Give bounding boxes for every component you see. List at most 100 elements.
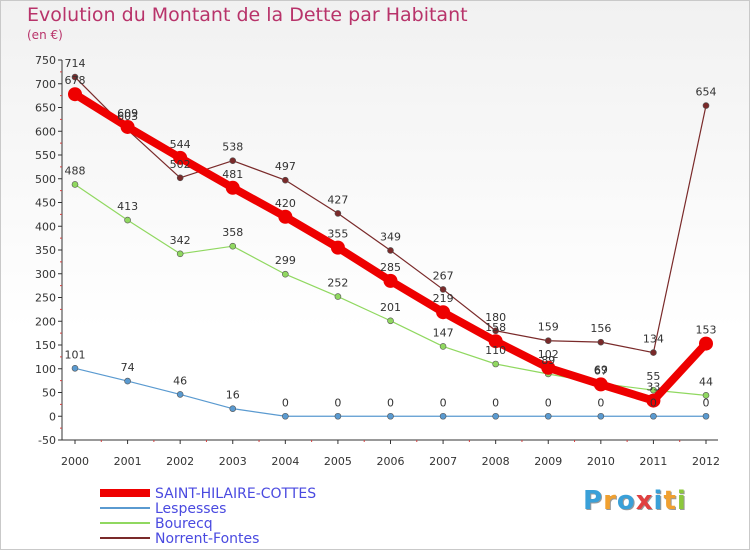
- series-0: [68, 87, 713, 408]
- y-tick-label: 500: [35, 173, 56, 186]
- data-point: [173, 150, 188, 165]
- data-label: 603: [117, 110, 138, 123]
- data-point: [436, 305, 451, 320]
- data-label: 358: [222, 226, 243, 239]
- data-point: [229, 242, 237, 250]
- y-tick-label: 300: [35, 268, 56, 281]
- data-label: 44: [699, 375, 713, 388]
- data-label: 55: [646, 370, 660, 383]
- y-tick-label: 250: [35, 292, 56, 305]
- y-tick-label: 700: [35, 78, 56, 91]
- data-point: [492, 412, 499, 420]
- x-tick-label: 2002: [166, 455, 194, 468]
- data-label: 101: [65, 348, 86, 361]
- data-label: 201: [380, 301, 401, 314]
- data-label: 110: [485, 344, 506, 357]
- data-label: 134: [643, 333, 664, 346]
- y-tick-label: 650: [35, 102, 56, 115]
- legend-label: SAINT-HILAIRE-COTTES: [155, 486, 316, 502]
- data-label: 159: [538, 321, 559, 334]
- data-point: [387, 247, 394, 254]
- data-label: 481: [222, 168, 243, 181]
- data-label: 544: [170, 138, 191, 151]
- data-point: [650, 412, 657, 420]
- data-point: [176, 174, 184, 182]
- data-label: 0: [650, 396, 657, 409]
- data-point: [593, 377, 608, 392]
- data-point: [650, 349, 657, 356]
- x-tick-label: 2003: [219, 455, 247, 468]
- data-point: [124, 377, 131, 385]
- data-point: [229, 157, 237, 164]
- y-tick-label: 100: [35, 363, 56, 376]
- data-point: [278, 209, 293, 224]
- data-point: [492, 327, 499, 335]
- data-label: 153: [696, 324, 717, 337]
- x-tick-label: 2005: [324, 455, 352, 468]
- data-point: [699, 336, 713, 351]
- legend: SAINT-HILAIRE-COTTESLespessesBourecqNorr…: [100, 486, 316, 547]
- y-tick-label: 150: [35, 339, 56, 352]
- data-point: [334, 293, 342, 300]
- data-label: 349: [380, 230, 401, 243]
- data-label: 74: [121, 361, 135, 374]
- data-label: 299: [275, 254, 296, 267]
- data-point: [702, 392, 710, 399]
- y-tick-label: 400: [35, 220, 56, 233]
- y-tick-label: 450: [35, 197, 56, 210]
- data-label: 46: [173, 374, 187, 387]
- data-label: 342: [170, 234, 191, 247]
- data-label: 488: [65, 164, 86, 177]
- data-point: [120, 119, 135, 134]
- data-label: 420: [275, 197, 296, 210]
- y-tick-label: 50: [42, 387, 56, 400]
- data-label: 355: [327, 228, 348, 241]
- data-label: 252: [327, 277, 348, 290]
- data-label: 219: [433, 292, 454, 305]
- data-label: 714: [65, 57, 86, 70]
- y-tick-label: 0: [49, 410, 56, 423]
- data-point: [68, 87, 82, 102]
- chart-title: Evolution du Montant de la Dette par Hab…: [27, 4, 468, 26]
- data-label: 502: [170, 158, 191, 171]
- y-tick-label: 200: [35, 315, 56, 328]
- data-point: [71, 364, 79, 372]
- data-point: [176, 250, 184, 258]
- data-label: 69: [594, 363, 608, 376]
- data-label: 33: [646, 381, 660, 394]
- data-point: [176, 391, 184, 398]
- data-label: 16: [226, 389, 240, 402]
- proxiti-logo: Proxiti: [583, 486, 687, 516]
- data-point: [225, 180, 240, 195]
- y-tick-label: 350: [35, 244, 56, 257]
- data-label: 285: [380, 261, 401, 274]
- data-point: [597, 338, 605, 346]
- x-tick-label: 2012: [692, 455, 720, 468]
- legend-label: Bourecq: [155, 516, 213, 532]
- data-point: [387, 317, 394, 325]
- data-point: [544, 412, 552, 420]
- data-label: 147: [433, 326, 454, 339]
- x-tick-label: 2006: [377, 455, 405, 468]
- data-label: 158: [485, 321, 506, 334]
- data-point: [282, 412, 289, 420]
- y-tick-label: 750: [35, 54, 56, 67]
- data-point: [702, 102, 710, 109]
- data-label: 497: [275, 160, 296, 173]
- data-point: [334, 412, 342, 420]
- x-tick-label: 2009: [534, 455, 562, 468]
- x-tick-label: 2011: [639, 455, 667, 468]
- data-label: 0: [334, 396, 341, 409]
- data-point: [541, 360, 556, 375]
- data-point: [597, 412, 605, 420]
- data-label: 102: [538, 348, 559, 361]
- axes: -500501001502002503003504004505005506006…: [35, 54, 720, 468]
- data-point: [439, 286, 447, 293]
- data-point: [488, 334, 503, 349]
- data-point: [439, 412, 447, 420]
- data-label: 0: [545, 396, 552, 409]
- data-label: 267: [433, 269, 454, 282]
- data-label: 180: [485, 311, 506, 324]
- data-label: 678: [65, 74, 86, 87]
- data-labels: 678 609 544 481 420 355 285 219 158 102 67 33 153 101…: [65, 57, 717, 409]
